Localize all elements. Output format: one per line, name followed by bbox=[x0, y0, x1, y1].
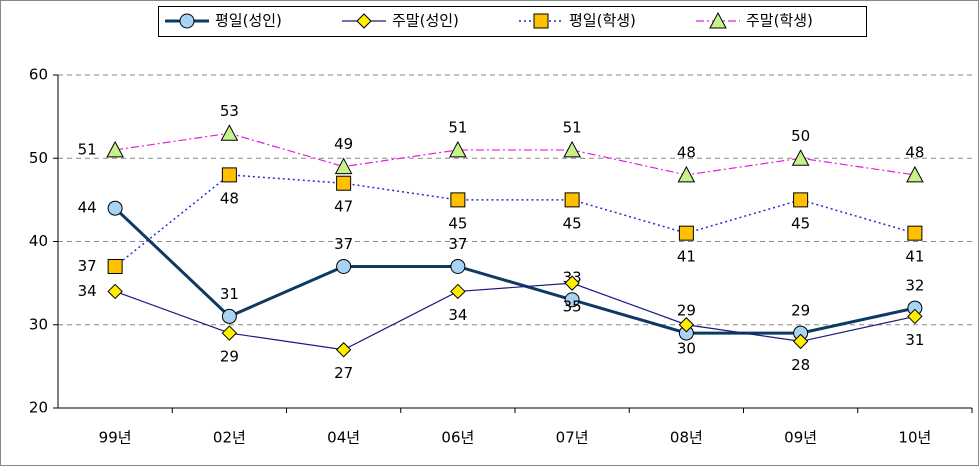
point bbox=[450, 258, 466, 274]
data-label: 48 bbox=[677, 143, 696, 161]
data-label: 51 bbox=[78, 140, 97, 158]
legend-marker bbox=[709, 11, 727, 29]
point bbox=[107, 283, 123, 300]
series-line bbox=[114, 207, 916, 335]
point bbox=[336, 258, 352, 274]
point bbox=[678, 225, 694, 241]
legend-label: 주말(학생) bbox=[746, 12, 813, 30]
point bbox=[336, 175, 352, 191]
point bbox=[220, 124, 239, 141]
data-label: 51 bbox=[563, 118, 582, 136]
x-tick-label: 07년 bbox=[556, 429, 589, 447]
y-tick-label: 40 bbox=[29, 232, 48, 250]
point bbox=[564, 292, 580, 308]
point bbox=[792, 333, 809, 350]
data-label: 45 bbox=[448, 214, 467, 232]
x-tick-label: 06년 bbox=[441, 429, 474, 447]
data-label: 53 bbox=[220, 102, 239, 120]
data-label: 34 bbox=[78, 282, 97, 300]
point bbox=[907, 308, 923, 325]
x-tick-label: 08년 bbox=[670, 429, 703, 447]
point bbox=[677, 165, 696, 183]
y-tick-label: 30 bbox=[29, 315, 48, 333]
data-label: 37 bbox=[78, 257, 97, 275]
point bbox=[450, 192, 466, 208]
data-label: 29 bbox=[791, 302, 810, 320]
data-label: 48 bbox=[905, 143, 924, 161]
data-label: 31 bbox=[220, 285, 239, 303]
point bbox=[449, 140, 467, 158]
x-tick-label: 10년 bbox=[898, 429, 931, 447]
series-line bbox=[115, 132, 915, 176]
point bbox=[106, 140, 124, 158]
point bbox=[793, 192, 809, 208]
data-label: 48 bbox=[220, 189, 239, 207]
data-label: 30 bbox=[677, 339, 696, 357]
y-tick-label: 20 bbox=[29, 399, 48, 417]
point bbox=[563, 140, 581, 158]
data-label: 45 bbox=[791, 214, 810, 232]
series-line bbox=[114, 174, 916, 268]
point bbox=[107, 200, 123, 216]
data-label: 31 bbox=[905, 331, 924, 349]
data-label: 32 bbox=[905, 277, 924, 295]
x-tick-label: 99년 bbox=[99, 429, 132, 447]
point bbox=[334, 157, 353, 175]
point bbox=[335, 342, 352, 358]
data-label: 41 bbox=[905, 248, 924, 266]
legend-label: 주말(성인) bbox=[392, 12, 459, 30]
y-tick-label: 50 bbox=[29, 149, 48, 167]
x-tick-label: 04년 bbox=[327, 429, 360, 447]
legend-box bbox=[158, 6, 867, 37]
data-label: 34 bbox=[448, 306, 467, 324]
data-label: 47 bbox=[334, 198, 353, 216]
data-label: 37 bbox=[448, 235, 467, 253]
legend-marker bbox=[179, 13, 195, 29]
data-label: 49 bbox=[334, 135, 353, 153]
point bbox=[221, 308, 237, 324]
legend-label: 평일(학생) bbox=[569, 12, 636, 30]
data-label: 37 bbox=[334, 235, 353, 253]
x-tick-label: 09년 bbox=[784, 429, 817, 447]
point bbox=[221, 325, 238, 341]
point bbox=[907, 225, 923, 241]
point bbox=[450, 283, 466, 300]
x-tick-label: 02년 bbox=[213, 429, 246, 447]
point bbox=[107, 258, 123, 274]
point bbox=[678, 317, 695, 333]
data-label: 29 bbox=[220, 348, 239, 366]
point bbox=[564, 192, 580, 208]
data-label: 51 bbox=[448, 118, 467, 136]
y-tick-label: 60 bbox=[29, 66, 48, 84]
series-line bbox=[114, 282, 916, 351]
data-label: 44 bbox=[78, 199, 97, 217]
point bbox=[791, 149, 810, 166]
data-label: 45 bbox=[563, 214, 582, 232]
point bbox=[564, 275, 580, 291]
legend-marker bbox=[533, 13, 549, 29]
point bbox=[906, 165, 924, 183]
point bbox=[221, 167, 237, 183]
data-label: 27 bbox=[334, 364, 353, 382]
data-label: 35 bbox=[563, 298, 582, 316]
data-label: 50 bbox=[791, 127, 810, 145]
legend-label: 평일(성인) bbox=[215, 12, 282, 30]
data-label: 28 bbox=[791, 356, 810, 374]
legend-marker bbox=[356, 13, 372, 29]
data-label: 41 bbox=[677, 248, 696, 266]
data-label: 29 bbox=[677, 302, 696, 320]
